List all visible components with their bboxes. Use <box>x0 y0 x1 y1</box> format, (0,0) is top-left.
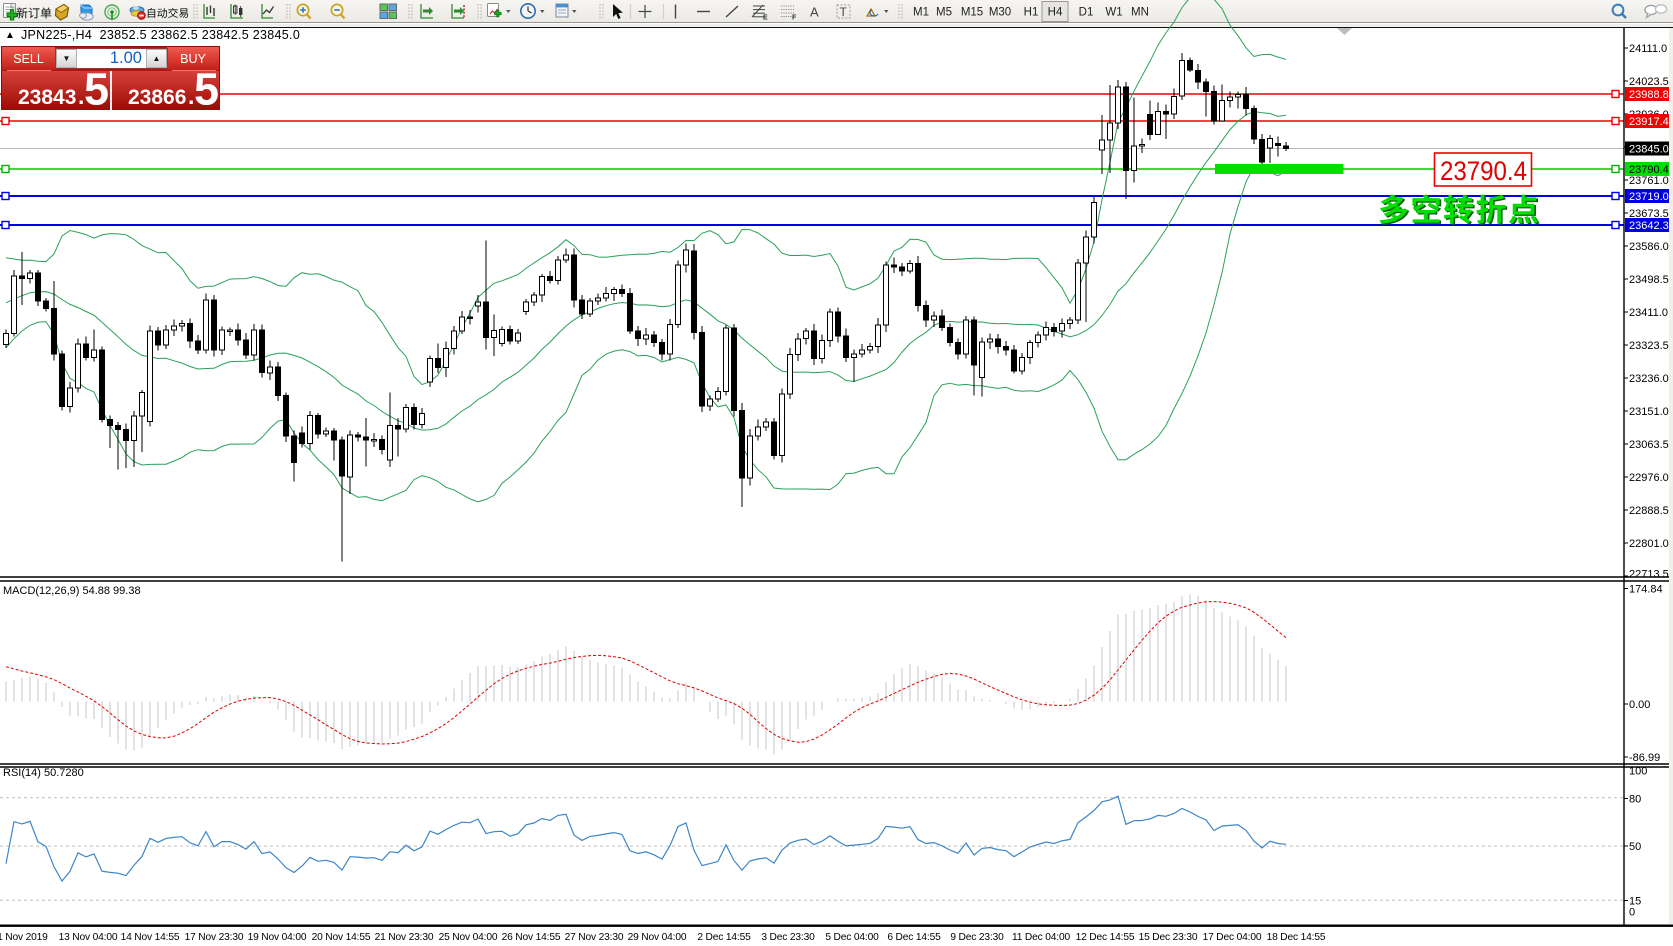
svg-text:18 Dec 14:55: 18 Dec 14:55 <box>1267 932 1326 943</box>
svg-text:17 Nov 23:30: 17 Nov 23:30 <box>185 932 244 943</box>
svg-text:23866: 23866 <box>128 86 186 109</box>
svg-text:-86.99: -86.99 <box>1629 752 1660 764</box>
svg-text:23673.5: 23673.5 <box>1629 208 1669 220</box>
svg-text:11 Dec 04:00: 11 Dec 04:00 <box>1012 932 1071 943</box>
svg-text:23498.5: 23498.5 <box>1629 274 1669 286</box>
svg-text:6 Dec 14:55: 6 Dec 14:55 <box>887 932 941 943</box>
svg-text:15 Dec 23:30: 15 Dec 23:30 <box>1139 932 1198 943</box>
svg-text:174.84: 174.84 <box>1629 584 1663 596</box>
svg-text:22713.5: 22713.5 <box>1629 569 1669 581</box>
svg-text:22888.5: 22888.5 <box>1629 505 1669 517</box>
svg-text:23063.5: 23063.5 <box>1629 439 1669 451</box>
svg-text:17 Dec 04:00: 17 Dec 04:00 <box>1203 932 1262 943</box>
svg-text:E: E <box>763 15 768 22</box>
svg-text:MN: MN <box>1131 7 1149 19</box>
svg-text:H4: H4 <box>1048 7 1063 19</box>
svg-text:.: . <box>78 83 84 109</box>
svg-text:26 Nov 14:55: 26 Nov 14:55 <box>502 932 561 943</box>
svg-text:24023.5: 24023.5 <box>1629 76 1669 88</box>
svg-text:F: F <box>792 15 797 22</box>
svg-text:20 Nov 14:55: 20 Nov 14:55 <box>312 932 371 943</box>
svg-text:5: 5 <box>194 71 219 110</box>
svg-text:22976.0: 22976.0 <box>1629 472 1669 484</box>
svg-text:RSI(14) 50.7280: RSI(14) 50.7280 <box>3 767 84 779</box>
svg-text:3 Dec 23:30: 3 Dec 23:30 <box>761 932 815 943</box>
svg-text:50: 50 <box>1629 841 1641 853</box>
svg-text:2 Dec 14:55: 2 Dec 14:55 <box>697 932 751 943</box>
svg-text:MACD(12,26,9) 54.88 99.38: MACD(12,26,9) 54.88 99.38 <box>3 585 141 597</box>
svg-text:27 Nov 23:30: 27 Nov 23:30 <box>565 932 624 943</box>
svg-text:29 Nov 04:00: 29 Nov 04:00 <box>628 932 687 943</box>
svg-text:80: 80 <box>1629 794 1641 806</box>
svg-text:23843: 23843 <box>18 86 76 109</box>
svg-text:M30: M30 <box>989 7 1011 19</box>
svg-text:JPN225-,H4 23852.5 23862.5 23: JPN225-,H4 23852.5 23862.5 23842.5 23845… <box>21 28 300 42</box>
svg-text:M15: M15 <box>961 7 983 19</box>
svg-text:23642.3: 23642.3 <box>1629 220 1669 232</box>
svg-text:.: . <box>188 83 194 109</box>
svg-text:15: 15 <box>1629 896 1641 908</box>
svg-text:▲: ▲ <box>5 30 15 41</box>
svg-text:A: A <box>810 5 819 20</box>
svg-text:0: 0 <box>1629 907 1635 919</box>
svg-text:23917.4: 23917.4 <box>1629 116 1669 128</box>
svg-text:23761.0: 23761.0 <box>1629 175 1669 187</box>
svg-text:5 Dec 04:00: 5 Dec 04:00 <box>825 932 879 943</box>
svg-text:23790.4: 23790.4 <box>1440 156 1527 186</box>
svg-text:25 Nov 04:00: 25 Nov 04:00 <box>439 932 498 943</box>
svg-text:9 Dec 23:30: 9 Dec 23:30 <box>950 932 1004 943</box>
svg-text:M1: M1 <box>913 7 929 19</box>
svg-text:M5: M5 <box>936 7 952 19</box>
svg-text:23790.4: 23790.4 <box>1629 164 1669 176</box>
svg-text:11 Nov 2019: 11 Nov 2019 <box>0 932 48 943</box>
svg-text:23988.8: 23988.8 <box>1629 89 1669 101</box>
svg-text:100: 100 <box>1629 766 1647 778</box>
svg-text:T: T <box>840 5 848 19</box>
svg-text:12 Dec 14:55: 12 Dec 14:55 <box>1076 932 1135 943</box>
svg-text:14 Nov 14:55: 14 Nov 14:55 <box>121 932 180 943</box>
svg-text:H1: H1 <box>1024 7 1039 19</box>
svg-text:23151.0: 23151.0 <box>1629 406 1669 418</box>
svg-text:23845.0: 23845.0 <box>1629 144 1669 156</box>
svg-text:23411.0: 23411.0 <box>1629 307 1668 319</box>
svg-text:23719.0: 23719.0 <box>1629 191 1669 203</box>
svg-text:23586.0: 23586.0 <box>1629 241 1669 253</box>
svg-text:0.00: 0.00 <box>1629 699 1650 711</box>
svg-text:23323.5: 23323.5 <box>1629 340 1669 352</box>
svg-text:21 Nov 23:30: 21 Nov 23:30 <box>375 932 434 943</box>
svg-text:W1: W1 <box>1105 7 1122 19</box>
svg-text:19 Nov 04:00: 19 Nov 04:00 <box>248 932 307 943</box>
svg-text:22801.0: 22801.0 <box>1629 538 1669 550</box>
svg-text:D1: D1 <box>1079 7 1094 19</box>
svg-text:23236.0: 23236.0 <box>1629 373 1669 385</box>
svg-text:13 Nov 04:00: 13 Nov 04:00 <box>59 932 118 943</box>
svg-text:24111.0: 24111.0 <box>1629 43 1667 55</box>
svg-text:5: 5 <box>84 71 109 110</box>
